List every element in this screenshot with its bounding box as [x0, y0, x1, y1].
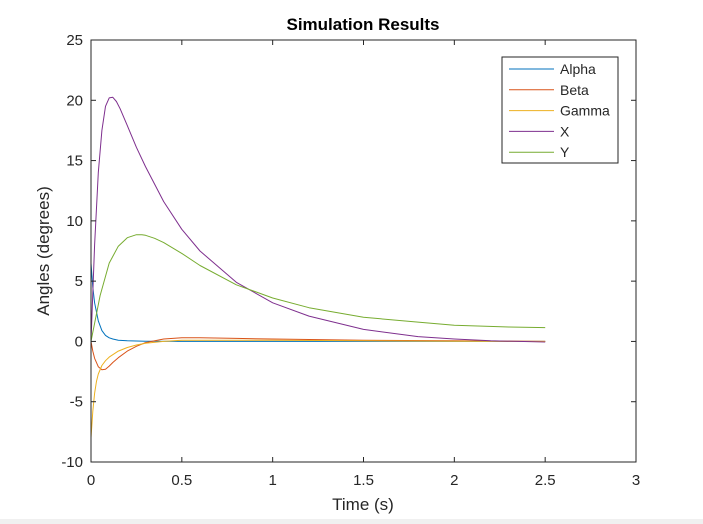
x-tick-label: 2 [450, 472, 458, 489]
legend-label-beta: Beta [560, 82, 589, 98]
y-axis-label: Angles (degrees) [34, 186, 53, 315]
series-line-y [90, 234, 546, 342]
y-tick-label: 20 [66, 92, 83, 109]
x-tick-label: 1.5 [353, 472, 374, 489]
y-tick-label: -5 [70, 394, 83, 411]
legend-label-y: Y [560, 144, 570, 160]
chart-title: Simulation Results [286, 15, 439, 34]
series-line-gamma [90, 339, 546, 438]
y-tick-label: -10 [61, 454, 83, 471]
legend-label-alpha: Alpha [560, 61, 596, 77]
y-tick-label: 10 [66, 213, 83, 230]
x-tick-label: 1 [268, 472, 276, 489]
x-tick-label: 0 [87, 472, 95, 489]
x-tick-label: 3 [632, 472, 640, 489]
x-tick-label: 0.5 [171, 472, 192, 489]
y-axis-ticks: -10 -5 0 5 10 15 20 25 [61, 32, 636, 471]
y-tick-label: 25 [66, 32, 83, 49]
legend-label-gamma: Gamma [560, 103, 610, 119]
legend-label-x: X [560, 123, 570, 139]
series-line-beta [90, 337, 546, 371]
x-axis-ticks: 0 0.5 1 1.5 2 2.5 3 [87, 40, 640, 489]
x-axis-label: Time (s) [332, 495, 394, 514]
y-tick-label: 5 [75, 273, 83, 290]
y-tick-label: 15 [66, 153, 83, 170]
legend-box [501, 56, 619, 164]
y-tick-label: 0 [75, 333, 83, 350]
legend[interactable]: Alpha Beta Gamma XY [501, 56, 619, 164]
series-layer [90, 96, 546, 438]
series-line-x [90, 96, 546, 343]
x-tick-label: 2.5 [535, 472, 556, 489]
